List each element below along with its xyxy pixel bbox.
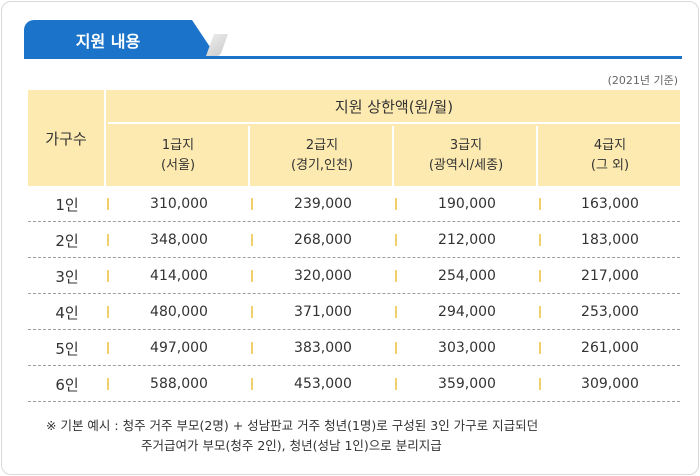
footnote-line-2: 주거급여가 부모(청주 2인), 청년(성남 1인)으로 분리지급 — [141, 438, 442, 453]
header-support-cap: 지원 상한액(원/월) — [108, 90, 680, 124]
table-row: 2인 348,000 268,000 212,000 183,000 — [28, 222, 680, 258]
household-cell: 2인 — [55, 231, 79, 250]
table-row: 4인 480,000 371,000 294,000 253,000 — [28, 294, 680, 330]
column-divider — [251, 270, 253, 282]
section-header: 지원 내용 — [24, 20, 682, 60]
column-divider — [395, 342, 397, 354]
column-divider — [107, 306, 109, 318]
amount-cell: 183,000 — [581, 232, 639, 248]
column-divider — [395, 234, 397, 246]
footnote-line-1: ※ 기본 예시 : 청주 거주 부모(2명) + 성남판교 거주 청년(1명)로… — [46, 418, 539, 433]
grade-label: 1급지 — [161, 138, 195, 153]
amount-cell: 217,000 — [581, 268, 639, 284]
header-grade-2: 2급지 (경기,인천) — [252, 126, 394, 186]
amount-cell: 348,000 — [150, 232, 208, 248]
column-divider — [107, 270, 109, 282]
support-amount-table: 가구수 지원 상한액(원/월) 1급지 (서울) 2급지 (경기,인천) 3급지… — [28, 90, 680, 402]
household-cell: 5인 — [55, 339, 79, 358]
column-divider — [395, 378, 397, 390]
table-row: 1인 310,000 239,000 190,000 163,000 — [28, 186, 680, 222]
column-divider — [539, 234, 541, 246]
amount-cell: 163,000 — [581, 196, 639, 212]
grade-label: 3급지 — [449, 138, 483, 153]
column-divider — [395, 306, 397, 318]
column-divider — [539, 378, 541, 390]
column-divider — [395, 198, 397, 210]
grade-label: 4급지 — [593, 138, 627, 153]
amount-cell: 239,000 — [294, 196, 352, 212]
amount-cell: 190,000 — [438, 196, 496, 212]
amount-cell: 310,000 — [150, 196, 208, 212]
amount-cell: 294,000 — [438, 304, 496, 320]
column-divider — [251, 378, 253, 390]
column-divider — [539, 270, 541, 282]
amount-cell: 212,000 — [438, 232, 496, 248]
section-tab-title: 지원 내용 — [24, 20, 192, 59]
household-cell: 1인 — [55, 195, 79, 214]
column-divider — [107, 378, 109, 390]
header-household-count: 가구수 — [28, 90, 106, 186]
column-divider — [395, 270, 397, 282]
amount-cell: 588,000 — [150, 376, 208, 392]
table-header: 가구수 지원 상한액(원/월) 1급지 (서울) 2급지 (경기,인천) 3급지… — [28, 90, 680, 186]
amount-cell: 383,000 — [294, 340, 352, 356]
header-grade-4: 4급지 (그 외) — [540, 126, 680, 186]
header-grade-3: 3급지 (광역시/세종) — [396, 126, 538, 186]
column-divider — [107, 342, 109, 354]
column-divider — [539, 306, 541, 318]
reference-year-note: (2021년 기준) — [607, 74, 678, 87]
amount-cell: 320,000 — [294, 268, 352, 284]
table-row: 6인 588,000 453,000 359,000 309,000 — [28, 366, 680, 402]
household-cell: 6인 — [55, 375, 79, 394]
amount-cell: 497,000 — [150, 340, 208, 356]
column-divider — [251, 342, 253, 354]
header-underline — [24, 56, 682, 59]
column-divider — [251, 234, 253, 246]
household-cell: 4인 — [55, 303, 79, 322]
column-divider — [251, 306, 253, 318]
column-divider — [107, 198, 109, 210]
column-divider — [539, 198, 541, 210]
amount-cell: 359,000 — [438, 376, 496, 392]
region-label: (그 외) — [590, 158, 630, 173]
column-divider — [251, 198, 253, 210]
amount-cell: 253,000 — [581, 304, 639, 320]
household-cell: 3인 — [55, 267, 79, 286]
table-body: 1인 310,000 239,000 190,000 163,000 2인 34… — [28, 186, 680, 402]
region-label: (서울) — [160, 158, 196, 173]
amount-cell: 303,000 — [438, 340, 496, 356]
amount-cell: 254,000 — [438, 268, 496, 284]
amount-cell: 268,000 — [294, 232, 352, 248]
column-divider — [107, 234, 109, 246]
example-footnote: ※ 기본 예시 : 청주 거주 부모(2명) + 성남판교 거주 청년(1명)로… — [46, 416, 538, 456]
amount-cell: 371,000 — [294, 304, 352, 320]
amount-cell: 261,000 — [581, 340, 639, 356]
amount-cell: 453,000 — [294, 376, 352, 392]
header-grade-1: 1급지 (서울) — [108, 126, 250, 186]
table-row: 5인 497,000 383,000 303,000 261,000 — [28, 330, 680, 366]
column-divider — [539, 342, 541, 354]
amount-cell: 309,000 — [581, 376, 639, 392]
region-label: (광역시/세종) — [428, 158, 504, 173]
grade-label: 2급지 — [305, 138, 339, 153]
table-row: 3인 414,000 320,000 254,000 217,000 — [28, 258, 680, 294]
amount-cell: 480,000 — [150, 304, 208, 320]
region-label: (경기,인천) — [290, 158, 354, 173]
amount-cell: 414,000 — [150, 268, 208, 284]
